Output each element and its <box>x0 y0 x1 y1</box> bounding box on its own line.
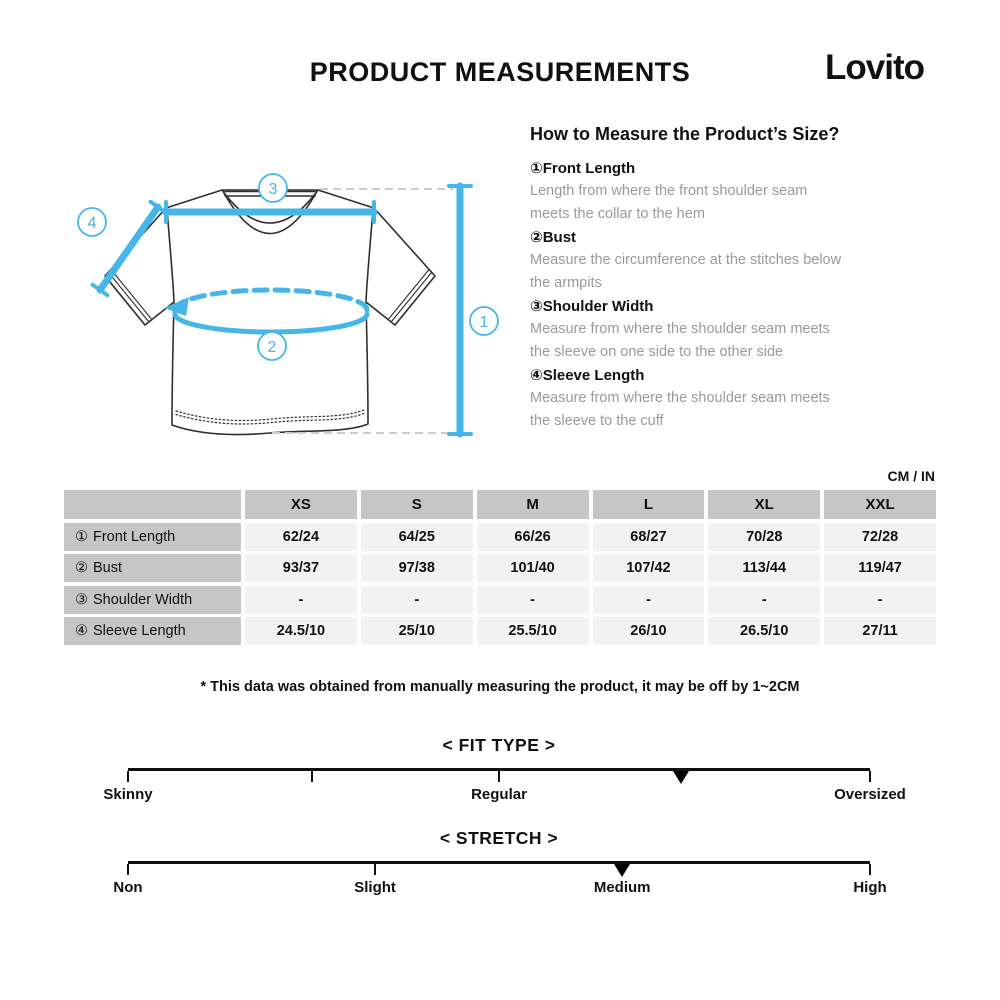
callout-3: 3 <box>269 181 278 198</box>
bust-arrow <box>164 297 189 316</box>
stretch-axis <box>127 861 871 877</box>
measure-guide-heading: How to Measure the Product’s Size? <box>530 124 840 144</box>
guide-desc-line: Measure from where the shoulder seam mee… <box>530 321 830 337</box>
guide-term-bust: ②Bust <box>530 229 577 246</box>
size-header: S <box>360 490 473 519</box>
table-value: - <box>824 585 936 614</box>
table-value: 62/24 <box>245 522 357 551</box>
brand-logo: Lovito <box>825 48 925 87</box>
sleeve-length-line <box>96 203 162 294</box>
stretch-scale: < STRETCH > Non Slight Medium High <box>113 828 886 899</box>
table-value: 25/10 <box>360 617 473 645</box>
table-value: - <box>245 585 357 614</box>
table-value: 101/40 <box>476 554 589 582</box>
table-value: 26.5/10 <box>708 617 821 645</box>
tshirt-outline <box>104 189 436 436</box>
tshirt-measurement-diagram: 3 4 2 1 <box>77 173 499 438</box>
table-value: 97/38 <box>360 554 473 582</box>
guide-desc-line: meets the collar to the hem <box>530 206 705 222</box>
fit-type-heading: < FIT TYPE > <box>442 735 556 755</box>
size-header: XXL <box>824 490 936 519</box>
table-corner-cell <box>64 490 241 519</box>
guide-desc-line: the armpits <box>530 275 602 291</box>
guide-term-front-length: ①Front Length <box>530 160 636 177</box>
axis-tick <box>869 864 871 875</box>
table-value: - <box>360 585 473 614</box>
callout-4: 4 <box>88 215 97 232</box>
stretch-label-medium: Medium <box>593 879 651 896</box>
guide-term-shoulder-width: ③Shoulder Width <box>530 298 654 315</box>
axis-tick <box>498 771 500 782</box>
fit-label-regular: Regular <box>471 786 527 803</box>
axis-tick <box>127 864 129 875</box>
row-label-shoulder-width: ③ Shoulder Width <box>64 585 241 614</box>
size-header: XL <box>708 490 821 519</box>
stretch-label-high: High <box>853 879 887 896</box>
fit-label-skinny: Skinny <box>103 786 153 803</box>
measurement-disclaimer: * This data was obtained from manually m… <box>200 679 800 695</box>
size-header: XS <box>245 490 357 519</box>
guide-desc-line: the sleeve on one side to the other side <box>530 344 784 360</box>
callout-2: 2 <box>268 339 277 356</box>
row-label-bust: ② Bust <box>64 554 241 582</box>
axis-tick <box>311 771 314 782</box>
axis-tick <box>869 771 871 782</box>
table-value: 27/11 <box>824 617 936 645</box>
size-table: XS S M L XL XXL ① Front Length 62/24 64/2… <box>64 490 936 645</box>
axis-tick <box>127 771 129 782</box>
table-value: - <box>708 585 821 614</box>
measure-guide: How to Measure the Product’s Size? ①Fron… <box>530 124 940 433</box>
stretch-heading: < STRETCH > <box>439 828 559 848</box>
table-value: 72/28 <box>824 522 936 551</box>
table-value: 26/10 <box>592 617 705 645</box>
unit-label: CM / IN <box>887 468 935 484</box>
stretch-label-non: Non <box>113 879 143 896</box>
guide-desc-line: the sleeve to the cuff <box>530 413 664 429</box>
table-value: 25.5/10 <box>476 617 589 645</box>
callout-1: 1 <box>480 314 489 331</box>
row-label-front-length: ① Front Length <box>64 522 241 551</box>
size-header: M <box>476 490 589 519</box>
callout-badges: 3 4 2 1 <box>77 173 499 361</box>
table-value: 64/25 <box>360 522 473 551</box>
fit-label-oversized: Oversized <box>834 786 906 803</box>
table-value: - <box>592 585 705 614</box>
guide-desc-line: Measure the circumference at the stitche… <box>530 252 842 268</box>
table-value: 93/37 <box>245 554 357 582</box>
axis-tick <box>374 864 377 875</box>
table-value: - <box>476 585 589 614</box>
guide-desc-line: Length from where the front shoulder sea… <box>530 183 808 199</box>
row-label-sleeve-length: ④ Sleeve Length <box>64 617 241 645</box>
table-value: 68/27 <box>592 522 705 551</box>
page-title: PRODUCT MEASUREMENTS <box>309 57 691 87</box>
extension-dashed-lines <box>272 188 453 434</box>
table-value: 24.5/10 <box>245 617 357 645</box>
fit-type-axis <box>127 768 871 784</box>
measurement-annotations <box>90 182 473 438</box>
stretch-marker <box>614 864 631 877</box>
size-header: L <box>592 490 705 519</box>
table-value: 70/28 <box>708 522 821 551</box>
guide-term-sleeve-length: ④Sleeve Length <box>530 367 645 384</box>
table-value: 107/42 <box>592 554 705 582</box>
fit-type-scale: < FIT TYPE > Skinny Regular Oversized <box>103 735 905 806</box>
stretch-label-slight: Slight <box>354 879 396 896</box>
guide-desc-line: Measure from where the shoulder seam mee… <box>530 390 830 406</box>
table-value: 119/47 <box>824 554 936 582</box>
fit-type-marker <box>672 771 689 784</box>
table-value: 66/26 <box>476 522 589 551</box>
table-value: 113/44 <box>708 554 821 582</box>
